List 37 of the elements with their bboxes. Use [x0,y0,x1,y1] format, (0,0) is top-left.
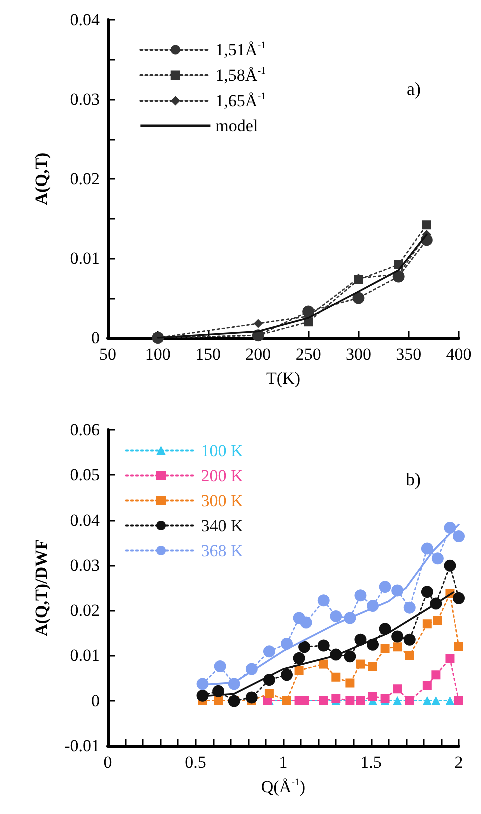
x-tick-label: 250 [296,345,322,364]
x-tick-label: 50 [100,345,116,364]
y-tick-label: 0.04 [70,10,100,30]
x-tick-label: 1 [279,753,288,772]
y-tick-label: 0 [92,328,100,348]
x-tick-label: 2 [454,753,464,772]
y-tick-label: 0.04 [70,510,100,530]
x-tick-label: 400 [446,345,472,364]
y-axis-title: A(Q,T)/DWF [32,540,51,636]
y-tick-label: 0.06 [70,420,100,440]
x-tick-label: 1.5 [360,753,382,772]
legend-label: 100 K [201,441,244,460]
x-tick-label: 150 [196,345,222,364]
x-axis-title: T(K) [266,369,300,388]
x-tick-label: 350 [396,345,422,364]
x-tick-label: 200 [246,345,272,364]
legend-label: 368 K [201,541,244,560]
y-tick-label: 0 [92,691,100,710]
y-tick-label: 0.03 [70,90,100,109]
annotation: b) [406,469,422,490]
y-tick-label: 0.02 [70,170,100,188]
x-tick-label: 100 [145,345,171,364]
x-tick-label: 300 [346,345,372,364]
y-tick-label: 0.01 [70,646,100,666]
y-tick-label: 0.03 [70,556,100,575]
y-tick-label: 0.05 [70,466,100,485]
x-tick-label: 0.5 [185,753,206,772]
legend-label: 340 K [201,516,244,536]
annotation: a) [407,79,422,99]
legend-label: 300 K [201,491,244,510]
x-tick-label: 0 [104,753,112,772]
y-tick-label: 0.01 [70,249,100,268]
y-axis-title: A(Q,T) [32,152,51,206]
legend-label: model [216,116,258,136]
legend-label: 200 K [201,466,244,486]
y-tick-label: 0.02 [70,601,100,620]
y-tick-label: -0.01 [64,736,100,756]
